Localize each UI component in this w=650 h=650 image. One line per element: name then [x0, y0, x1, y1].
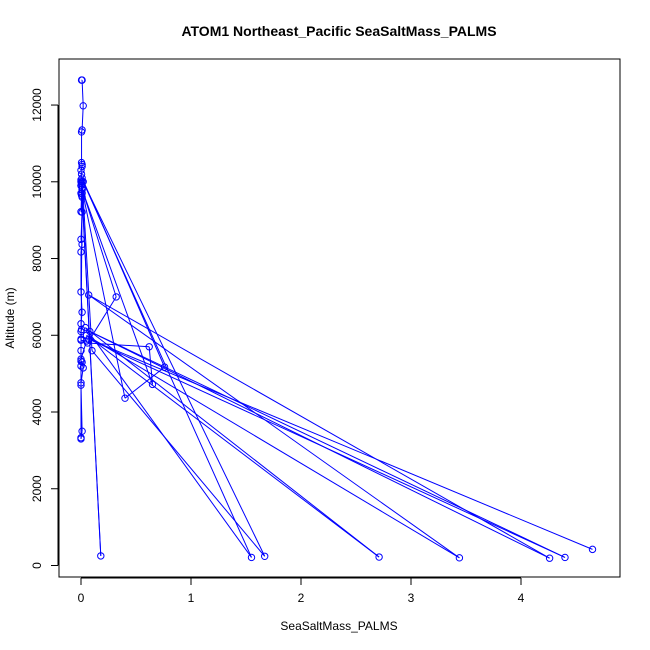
y-tick-label: 6000 — [30, 322, 44, 349]
series-line-segment — [80, 193, 83, 351]
data-point — [82, 337, 91, 345]
data-point — [78, 76, 86, 84]
series-line-segment — [88, 294, 460, 559]
y-axis-label: Altitude (m) — [3, 287, 17, 348]
series-line-segment — [81, 177, 93, 351]
y-tick-label: 12000 — [30, 88, 44, 122]
data-point — [77, 320, 85, 328]
data-point — [160, 363, 169, 371]
series-line-segment — [87, 296, 117, 344]
data-point — [77, 381, 85, 389]
series-line-segment — [81, 189, 153, 385]
data-point — [261, 552, 269, 560]
series-line-segment — [82, 181, 266, 557]
data-point — [588, 545, 597, 554]
data-point — [78, 427, 86, 435]
data-point — [247, 553, 256, 562]
data-point — [148, 380, 157, 389]
data-point — [77, 128, 86, 136]
data-point — [77, 178, 85, 186]
data-point — [88, 346, 96, 355]
series-line-segment — [124, 366, 165, 399]
chart-title: ATOM1 Northeast_Pacific SeaSaltMass_PALM… — [181, 23, 496, 39]
data-point — [77, 176, 85, 184]
data-point — [77, 379, 85, 387]
data-point — [78, 208, 86, 216]
data-point — [545, 554, 554, 562]
series-line-segment — [81, 129, 83, 133]
x-tick-label: 0 — [78, 591, 85, 605]
data-point — [77, 362, 85, 370]
data-point — [79, 102, 87, 110]
data-point — [78, 160, 86, 169]
x-tick-label: 1 — [188, 591, 195, 605]
y-axis: 0 2000 4000 6000 8000 10000 12000 — [30, 88, 59, 569]
data-point — [79, 364, 87, 372]
data-series — [77, 76, 597, 562]
data-point — [86, 327, 94, 336]
data-point — [77, 166, 85, 174]
series-line-segment — [81, 80, 84, 106]
series-line-segment — [80, 385, 83, 432]
series-line-segment — [85, 327, 380, 558]
data-point — [145, 343, 153, 351]
series-line-segment — [88, 338, 566, 558]
data-point — [78, 308, 86, 316]
series-line-segment — [89, 330, 566, 558]
y-tick-label: 8000 — [30, 245, 44, 272]
y-tick-label: 0 — [30, 562, 44, 569]
series-line-segment — [81, 197, 102, 556]
data-point — [78, 174, 86, 182]
data-point — [112, 293, 120, 301]
data-point — [561, 553, 569, 562]
data-point — [79, 178, 87, 186]
data-point — [78, 189, 86, 197]
data-point — [375, 553, 383, 561]
data-point — [78, 358, 86, 366]
series-line-segment — [81, 189, 126, 399]
series-line-segment — [88, 338, 593, 550]
x-tick-label: 4 — [518, 591, 525, 605]
y-tick-label: 2000 — [30, 475, 44, 502]
series-line-segment — [80, 185, 117, 298]
series-line-segment — [84, 327, 252, 558]
data-point — [77, 248, 85, 256]
data-point — [97, 552, 105, 560]
x-axis: 0 1 2 3 4 — [78, 577, 525, 605]
y-tick-label: 10000 — [30, 165, 44, 199]
data-point — [78, 185, 86, 194]
series-line-segment — [86, 334, 380, 558]
data-point — [77, 235, 85, 244]
data-point — [78, 183, 86, 192]
x-tick-label: 3 — [408, 591, 415, 605]
x-tick-label: 2 — [298, 591, 305, 605]
data-point — [77, 355, 85, 363]
data-point — [77, 181, 85, 190]
data-point — [85, 291, 93, 299]
data-point — [77, 357, 85, 365]
series-line-segment — [88, 294, 550, 559]
data-point — [77, 170, 86, 178]
data-point — [77, 327, 85, 336]
x-axis-label: SeaSaltMass_PALMS — [280, 619, 397, 633]
y-tick-label: 4000 — [30, 398, 44, 425]
plot-frame — [58, 58, 621, 578]
data-point — [77, 288, 85, 296]
data-point — [455, 554, 464, 562]
series-line-segment — [86, 334, 460, 559]
data-point — [78, 240, 86, 249]
data-point — [77, 336, 85, 344]
data-point — [85, 335, 93, 343]
data-point — [81, 323, 90, 332]
data-point — [77, 346, 85, 355]
data-point — [78, 193, 86, 201]
data-point — [78, 162, 86, 171]
series-line-segment — [81, 105, 84, 131]
data-point — [121, 394, 129, 402]
data-point — [77, 435, 85, 443]
data-point — [83, 339, 92, 347]
